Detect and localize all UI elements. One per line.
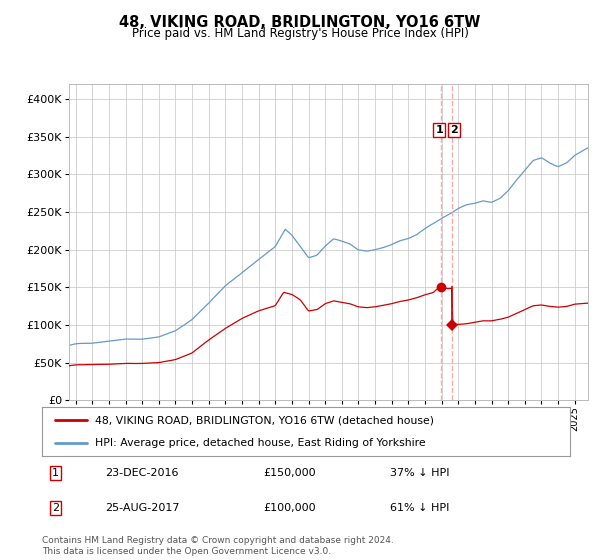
Text: 2: 2 [450,125,458,135]
Text: Contains HM Land Registry data © Crown copyright and database right 2024.
This d: Contains HM Land Registry data © Crown c… [42,536,394,556]
Text: 48, VIKING ROAD, BRIDLINGTON, YO16 6TW: 48, VIKING ROAD, BRIDLINGTON, YO16 6TW [119,15,481,30]
Text: 25-AUG-2017: 25-AUG-2017 [106,503,180,513]
Text: 2: 2 [52,503,59,513]
Text: 23-DEC-2016: 23-DEC-2016 [106,468,179,478]
Text: 1: 1 [52,468,59,478]
Text: 37% ↓ HPI: 37% ↓ HPI [391,468,450,478]
Text: HPI: Average price, detached house, East Riding of Yorkshire: HPI: Average price, detached house, East… [95,438,425,448]
Text: 1: 1 [436,125,443,135]
Text: 61% ↓ HPI: 61% ↓ HPI [391,503,450,513]
Text: 48, VIKING ROAD, BRIDLINGTON, YO16 6TW (detached house): 48, VIKING ROAD, BRIDLINGTON, YO16 6TW (… [95,416,434,426]
Text: £150,000: £150,000 [264,468,316,478]
Text: Price paid vs. HM Land Registry's House Price Index (HPI): Price paid vs. HM Land Registry's House … [131,27,469,40]
Text: £100,000: £100,000 [264,503,316,513]
